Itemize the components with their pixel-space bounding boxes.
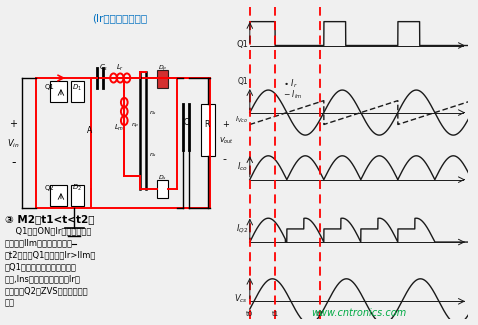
Text: (Ir从左向右为正）: (Ir从左向右为正） xyxy=(92,13,147,23)
Text: $L_m$: $L_m$ xyxy=(114,123,124,133)
Text: $I_{Vco}$: $I_{Vco}$ xyxy=(235,115,248,125)
Text: Q2: Q2 xyxy=(44,185,54,191)
Text: -: - xyxy=(222,154,226,164)
Text: ③ M2（t1<t<t2）: ③ M2（t1<t<t2） xyxy=(5,214,94,225)
Text: $D_1$: $D_1$ xyxy=(72,82,82,93)
Text: www.cntronics.com: www.cntronics.com xyxy=(311,308,406,318)
Text: Q1: Q1 xyxy=(238,77,248,86)
Bar xyxy=(201,104,215,156)
Text: $n_p$: $n_p$ xyxy=(131,122,140,131)
Text: $n_s$: $n_s$ xyxy=(149,109,158,117)
Text: $V_{in}$: $V_{in}$ xyxy=(7,137,20,150)
Text: $V_{out}$: $V_{out}$ xyxy=(219,136,234,146)
Text: A: A xyxy=(87,126,92,135)
Text: $I_{Q2}$: $I_{Q2}$ xyxy=(236,222,248,235)
Text: $I_{co}$: $I_{co}$ xyxy=(237,160,248,173)
Bar xyxy=(71,185,84,206)
Bar xyxy=(50,81,67,102)
Bar xyxy=(50,185,67,206)
Text: $V_{cs}$: $V_{cs}$ xyxy=(234,292,248,305)
Text: Q1已经ON，Ir依然以正弦规
律增大，Ilm依然线性上升，
在t2时刻，Q1关断，但Ir>Ilm，
在Q1关断时，副边二极管依然
导通,Ins依然有电流，同时: Q1已经ON，Ir依然以正弦规 律增大，Ilm依然线性上升， 在t2时刻，Q1关… xyxy=(5,226,96,308)
Text: C: C xyxy=(184,118,189,127)
Text: t2: t2 xyxy=(317,311,324,317)
Text: $D_s$: $D_s$ xyxy=(158,173,167,182)
Text: $C_s$: $C_s$ xyxy=(99,63,109,73)
Bar xyxy=(157,70,168,88)
Text: $D_2$: $D_2$ xyxy=(72,183,82,193)
Bar xyxy=(157,180,168,198)
Text: t1: t1 xyxy=(272,311,279,317)
Text: t0: t0 xyxy=(246,311,253,317)
Text: +: + xyxy=(222,120,229,129)
Text: +: + xyxy=(9,119,17,129)
Text: $D_p$: $D_p$ xyxy=(158,64,167,74)
Text: $n_s$: $n_s$ xyxy=(149,151,158,159)
Text: R: R xyxy=(205,120,210,129)
Text: $L_r$: $L_r$ xyxy=(116,63,124,73)
Text: -: - xyxy=(11,156,15,169)
Text: $-$ $I_{lm}$: $-$ $I_{lm}$ xyxy=(283,89,303,101)
Text: Q1: Q1 xyxy=(236,40,248,49)
Text: Q1: Q1 xyxy=(44,84,54,90)
Bar xyxy=(71,81,84,102)
Text: $\bullet$ $I_r$: $\bullet$ $I_r$ xyxy=(283,78,299,90)
